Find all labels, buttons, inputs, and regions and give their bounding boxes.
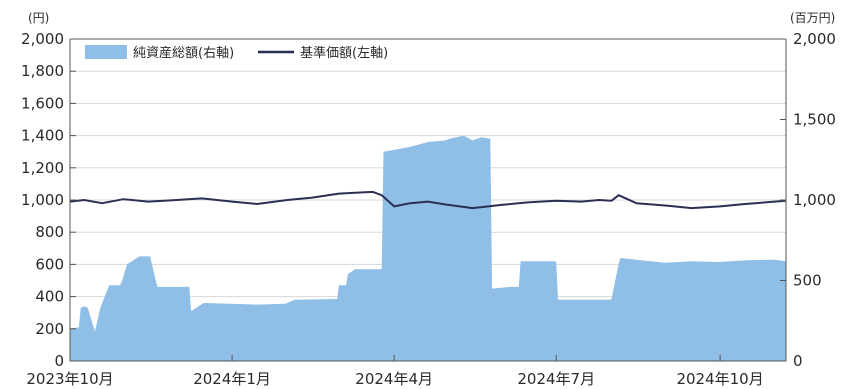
legend-label-nav: 基準価額(左軸) — [300, 45, 388, 61]
nav-line — [69, 190, 787, 210]
legend-swatch-net-assets — [85, 45, 127, 59]
x-tick-label: 2024年10月 — [676, 370, 763, 388]
x-tick-label: 2024年7月 — [517, 370, 595, 388]
right-tick-label: 0 — [793, 352, 803, 370]
right-tick-label: 1,000 — [793, 191, 836, 209]
net-assets-area — [70, 135, 786, 361]
x-axis-labels: 2023年10月 2024年1月 2024年4月 2024年7月 2024年10月 — [26, 370, 763, 388]
left-tick-label: 400 — [35, 288, 64, 306]
axis-tick-marks — [69, 38, 786, 362]
left-axis-unit: (円) — [28, 11, 49, 25]
x-tick-label: 2024年4月 — [355, 370, 433, 388]
left-axis-labels: 0 200 400 600 800 1,000 1,200 1,400 1,600 1,800 2,… — [21, 30, 64, 370]
left-tick-label: 1,200 — [21, 159, 64, 177]
legend-label-net-assets: 純資産総額(右軸) — [133, 45, 234, 61]
left-tick-label: 600 — [35, 255, 64, 273]
right-axis-unit: (百万円) — [790, 11, 835, 25]
nav-line-layer — [69, 190, 787, 210]
x-tick-label: 2024年1月 — [193, 370, 271, 388]
right-axis-labels: 0 500 1,000 1,500 2,000 — [793, 30, 836, 370]
left-tick-label: 1,800 — [21, 62, 64, 80]
x-tick-label: 2023年10月 — [26, 370, 113, 388]
left-tick-label: 0 — [54, 352, 64, 370]
left-tick-label: 1,000 — [21, 191, 64, 209]
net-assets-area-layer — [70, 135, 786, 361]
left-tick-label: 1,600 — [21, 94, 64, 112]
left-tick-label: 800 — [35, 223, 64, 241]
right-tick-label: 1,500 — [793, 111, 836, 129]
left-tick-label: 200 — [35, 320, 64, 338]
legend: 純資産総額(右軸) 基準価額(左軸) — [85, 45, 388, 61]
left-tick-label: 1,400 — [21, 127, 64, 145]
right-tick-label: 2,000 — [793, 30, 836, 48]
right-tick-label: 500 — [793, 272, 822, 290]
left-tick-label: 2,000 — [21, 30, 64, 48]
